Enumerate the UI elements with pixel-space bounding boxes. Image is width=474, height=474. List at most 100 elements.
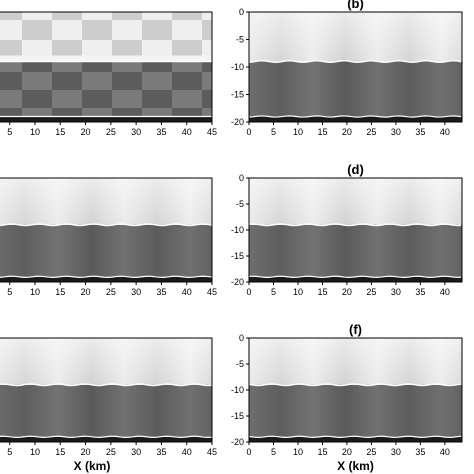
x-tick-label: 40 [440,127,450,137]
lower-layer [0,384,212,437]
interface-line-upper [248,223,462,227]
y-tick-label: 0 [239,7,244,17]
x-tick-label: 25 [106,447,116,457]
x-axis-label: X (km) [74,459,111,473]
y-tick-label: -15 [231,251,244,261]
x-tick-label: 0 [246,127,251,137]
x-tick-label: 20 [342,127,352,137]
upper-shading [249,178,462,225]
lower-layer [0,61,212,117]
x-tick-label: 40 [440,287,450,297]
x-tick-label: 10 [293,287,303,297]
panel-3: 5 10 15 20 25 30 35 40 45 [0,177,217,297]
panel-frame [0,11,213,123]
panel-label: (f) [349,322,362,337]
x-tick-label: 25 [366,447,376,457]
x-tick-label: 20 [342,447,352,457]
y-tick-label: -5 [236,359,244,369]
y-tick-label: 0 [239,333,244,343]
panel-frame [0,177,213,283]
interface-line-lower [248,115,462,118]
lower-layer [249,224,462,277]
x-tick-label: 10 [30,287,40,297]
x-tick-label: 30 [391,287,401,297]
x-tick-label: 35 [415,127,425,137]
y-tick-label: -10 [231,385,244,395]
x-tick-label: 35 [156,127,166,137]
interface-line-upper [248,59,462,64]
y-tick-label: 0 [239,173,244,183]
x-tick-label: 15 [317,287,327,297]
interface-line-upper [0,383,213,387]
x-tick-label: 5 [7,127,12,137]
x-tick-label: 35 [156,447,166,457]
x-tick-label: 25 [366,127,376,137]
x-tick-label: 5 [271,127,276,137]
x-tick-label: 30 [131,287,141,297]
upper-shading [249,12,462,62]
x-tick-label: 5 [271,447,276,457]
x-tick-label: 15 [55,447,65,457]
x-tick-label: 20 [81,127,91,137]
panel-4: 0 5 10 15 20 25 30 35 40 0 -5 -10 -15 -20 (d) [231,162,463,297]
interface-line-lower [0,275,213,279]
x-tick-label: 10 [30,447,40,457]
bottom-layer [249,276,462,282]
panel-frame [0,337,213,443]
upper-shading [0,338,212,385]
x-tick-label: 15 [55,287,65,297]
bottom-layer [0,276,212,282]
x-tick-label: 35 [156,287,166,297]
panel-label: (b) [347,0,364,11]
upper-shading [0,178,212,225]
y-tick-label: -20 [231,437,244,447]
x-tick-label: 5 [7,287,12,297]
x-tick-label: 20 [342,287,352,297]
x-tick-label: 5 [271,287,276,297]
x-tick-label: 30 [391,127,401,137]
y-tick-label: -5 [236,35,244,45]
x-tick-label: 0 [246,447,251,457]
interface-line-upper [248,383,462,387]
bottom-layer [249,436,462,442]
bottom-layer [0,436,212,442]
x-axis-label: X (km) [337,459,374,473]
y-tick-label: -20 [231,117,244,127]
x-tick-label: 35 [415,287,425,297]
y-tick-label: -10 [231,225,244,235]
x-tick-label: 20 [81,287,91,297]
x-tick-label: 5 [7,447,12,457]
x-tick-label: 30 [391,447,401,457]
upper-shading [249,338,462,385]
x-tick-label: 30 [131,127,141,137]
y-tick-label: -15 [231,90,244,100]
panel-label: (d) [347,162,364,177]
panel-1: 5 10 15 20 25 30 35 40 45 [0,11,217,137]
y-tick-label: -5 [236,199,244,209]
x-tick-label: 20 [81,447,91,457]
x-tick-label: 10 [30,127,40,137]
x-tick-label: 40 [182,287,192,297]
y-tick-label: -20 [231,277,244,287]
bottom-layer [0,116,212,122]
x-tick-label: 10 [293,447,303,457]
y-tick-label: -10 [231,62,244,72]
lower-layer [249,384,462,437]
lower-layer [249,61,462,117]
x-tick-label: 25 [366,287,376,297]
interface-line-upper [0,223,213,227]
x-tick-label: 15 [55,127,65,137]
interface-line-lower [0,435,213,439]
panel-2: 0 5 10 15 20 25 30 35 40 0 -5 -10 -15 -20 (b) [231,0,463,137]
lower-layer [0,224,212,277]
x-tick-label: 40 [440,447,450,457]
x-tick-label: 15 [317,447,327,457]
bottom-layer [249,116,462,122]
x-tick-label: 25 [106,127,116,137]
interface-line-lower [248,275,462,279]
x-tick-label: 30 [131,447,141,457]
x-tick-label: 45 [207,287,217,297]
x-tick-label: 10 [293,127,303,137]
x-tick-label: 45 [207,127,217,137]
